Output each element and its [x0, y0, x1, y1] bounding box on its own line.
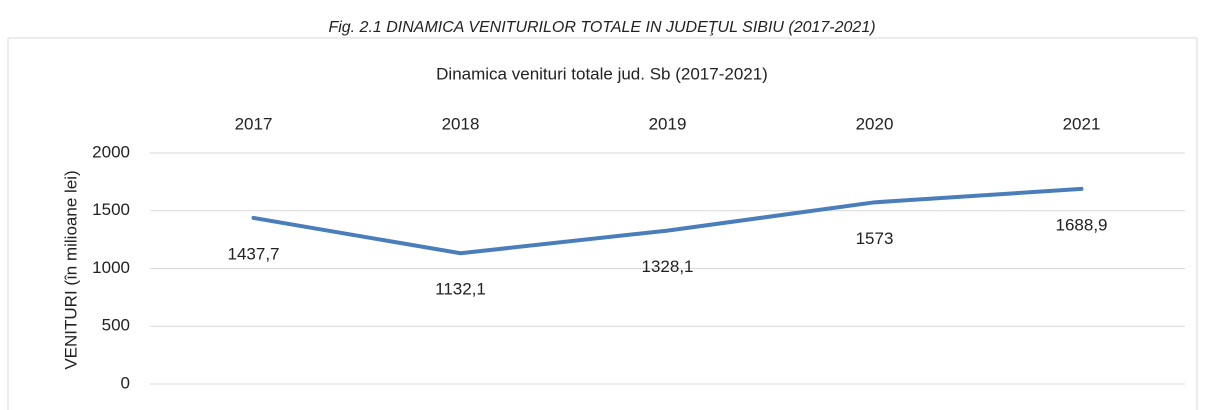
- data-label: 1328,1: [642, 257, 694, 276]
- chart-title: Dinamica venituri totale jud. Sb (2017-2…: [436, 64, 768, 83]
- y-tick-label: 2000: [92, 142, 130, 161]
- data-label: 1573: [856, 229, 894, 248]
- y-tick-label: 1000: [92, 258, 130, 277]
- y-axis-label: VENITURI (în milioane lei): [61, 170, 80, 369]
- data-label: 1437,7: [228, 244, 280, 263]
- caption: Fig. 2.1 DINAMICA VENITURILOR TOTALE IN …: [328, 19, 875, 36]
- x-tick-label: 2020: [856, 114, 894, 133]
- x-tick-label: 2021: [1063, 114, 1101, 133]
- line: [251, 186, 1084, 256]
- x-tick-label: 2017: [235, 114, 273, 133]
- x-tick-label: 2018: [442, 114, 480, 133]
- y-tick-label: 0: [121, 373, 130, 392]
- x-tick-label: 2019: [649, 114, 687, 133]
- y-tick-label: 500: [102, 316, 130, 335]
- y-tick-label: 1500: [92, 200, 130, 219]
- chart-border: [7, 37, 1198, 410]
- data-label: 1132,1: [435, 280, 486, 299]
- data-label: 1688,9: [1056, 215, 1108, 234]
